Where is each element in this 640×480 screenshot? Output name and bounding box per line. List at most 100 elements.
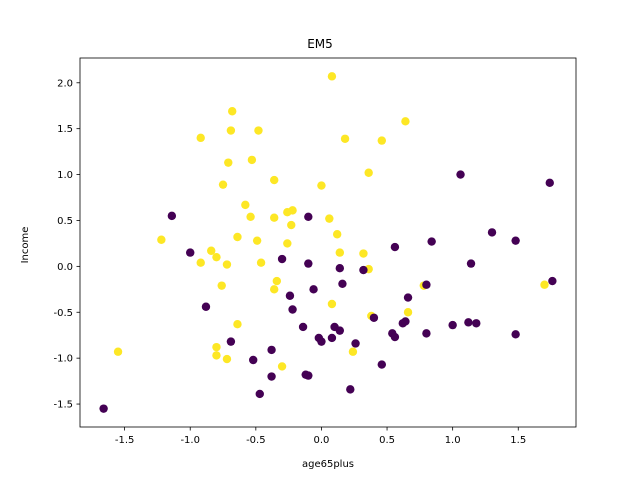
scatter-point [241, 200, 250, 210]
scatter-point [335, 248, 345, 257]
scatter-point [226, 337, 236, 346]
y-tick-label: -1.5 [53, 400, 73, 411]
x-tick-label: 1.0 [445, 435, 461, 446]
x-axis-label: age65plus [302, 459, 354, 470]
scatter-point [217, 281, 226, 290]
scatter-point [157, 235, 166, 244]
scatter-point [340, 134, 350, 143]
scatter-point [270, 175, 279, 185]
scatter-point [167, 211, 177, 221]
scatter-point [201, 302, 211, 311]
scatter-point [364, 168, 373, 177]
scatter-point [270, 213, 279, 222]
scatter-point [327, 72, 337, 81]
scatter-point [377, 136, 386, 145]
scatter-point [309, 285, 318, 294]
scatter-point [233, 232, 242, 242]
scatter-point [325, 214, 334, 223]
scatter-series [99, 170, 557, 413]
scatter-point [218, 180, 228, 189]
y-tick-label: 2.0 [57, 78, 73, 89]
scatter-point [267, 345, 276, 355]
plot-area [99, 72, 557, 413]
scatter-point [288, 206, 297, 215]
scatter-point [511, 236, 520, 245]
scatter-point [335, 326, 345, 335]
scatter-point [283, 239, 292, 248]
scatter-point [401, 117, 410, 126]
scatter-point [212, 351, 221, 360]
scatter-point [254, 126, 263, 135]
scatter-point [422, 329, 431, 338]
scatter-point [359, 265, 368, 275]
scatter-point [540, 280, 549, 289]
scatter-point [448, 320, 457, 330]
scatter-point [228, 107, 237, 116]
scatter-point [511, 330, 520, 339]
y-tick-label: 0.0 [57, 262, 73, 273]
scatter-point [99, 404, 108, 413]
scatter-point [317, 181, 326, 190]
scatter-point [403, 293, 413, 302]
x-axis: -1.5 -1.0 -0.5 0.0 0.5 1.0 1.5 [115, 427, 526, 446]
scatter-point [422, 280, 431, 289]
y-axis: -1.5 -1.0 -0.5 0.0 0.5 1.0 1.5 2.0 [53, 78, 80, 411]
scatter-point [369, 313, 379, 322]
scatter-point [285, 291, 295, 300]
scatter-point [327, 333, 337, 343]
scatter-point [272, 276, 282, 286]
scatter-point [377, 360, 386, 369]
scatter-point [298, 322, 308, 332]
scatter-point [401, 317, 410, 326]
scatter-point [270, 285, 279, 294]
x-tick-label: -1.5 [115, 435, 135, 446]
scatter-series [113, 72, 549, 371]
scatter-point [427, 237, 436, 246]
scatter-point [277, 254, 287, 264]
scatter-point [548, 276, 557, 286]
scatter-point [207, 246, 216, 255]
scatter-point [317, 337, 326, 346]
scatter-point [456, 170, 465, 179]
scatter-point [487, 228, 497, 237]
x-tick-label: -0.5 [246, 435, 266, 446]
y-axis-label: Income [20, 227, 31, 264]
y-tick-label: 1.0 [57, 170, 73, 181]
scatter-point [472, 319, 481, 328]
scatter-point [246, 212, 255, 221]
scatter-point [233, 319, 242, 329]
scatter-point [332, 230, 342, 239]
scatter-point [267, 372, 276, 381]
scatter-point [277, 362, 287, 371]
scatter-point [348, 347, 358, 356]
scatter-point [327, 299, 337, 309]
scatter-point [247, 155, 257, 165]
scatter-point [390, 332, 400, 342]
x-tick-label: -1.0 [180, 435, 200, 446]
scatter-point [256, 258, 266, 267]
scatter-point [390, 242, 400, 252]
scatter-point [466, 259, 476, 268]
scatter-point [222, 354, 232, 364]
y-tick-label: 0.5 [57, 216, 73, 227]
x-tick-label: 1.5 [510, 435, 526, 446]
scatter-point [226, 126, 236, 135]
scatter-point [545, 178, 554, 188]
scatter-point [212, 252, 221, 262]
scatter-point [186, 248, 195, 257]
x-tick-label: 0.5 [379, 435, 395, 446]
scatter-point [346, 385, 355, 394]
scatter-point [403, 308, 413, 317]
y-tick-label: -0.5 [53, 308, 73, 319]
scatter-point [351, 339, 360, 348]
scatter-point [288, 305, 297, 314]
scatter-point [304, 259, 313, 268]
scatter-point [338, 279, 347, 289]
scatter-point [113, 347, 123, 356]
scatter-point [304, 212, 313, 221]
y-tick-label: -1.0 [53, 354, 73, 365]
chart-title: EM5 [307, 37, 333, 51]
scatter-point [212, 342, 221, 352]
x-tick-label: 0.0 [313, 435, 329, 446]
scatter-point [252, 236, 262, 245]
